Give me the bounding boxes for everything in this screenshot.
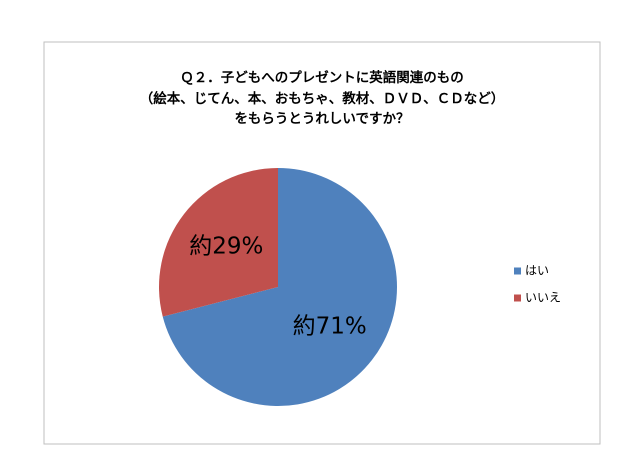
value-label: 約29%: [189, 233, 263, 259]
chart-title-line: Ｑ２．子どもへのプレゼントに英語関連のもの: [180, 69, 464, 86]
pie-slice: [162, 168, 397, 406]
pie-slice: [158, 168, 278, 317]
chart-title-line: （絵本、じてん、本、おもちゃ、教材、ＤＶＤ、ＣＤなど）: [140, 90, 505, 107]
chart-title-line: をもらうとうれしいですか？: [234, 111, 409, 127]
value-label: 約71%: [293, 314, 367, 340]
legend-label: いいえ: [525, 291, 561, 305]
legend-label: はい: [525, 264, 549, 278]
legend-swatch: [514, 267, 521, 275]
legend-swatch: [514, 294, 521, 302]
